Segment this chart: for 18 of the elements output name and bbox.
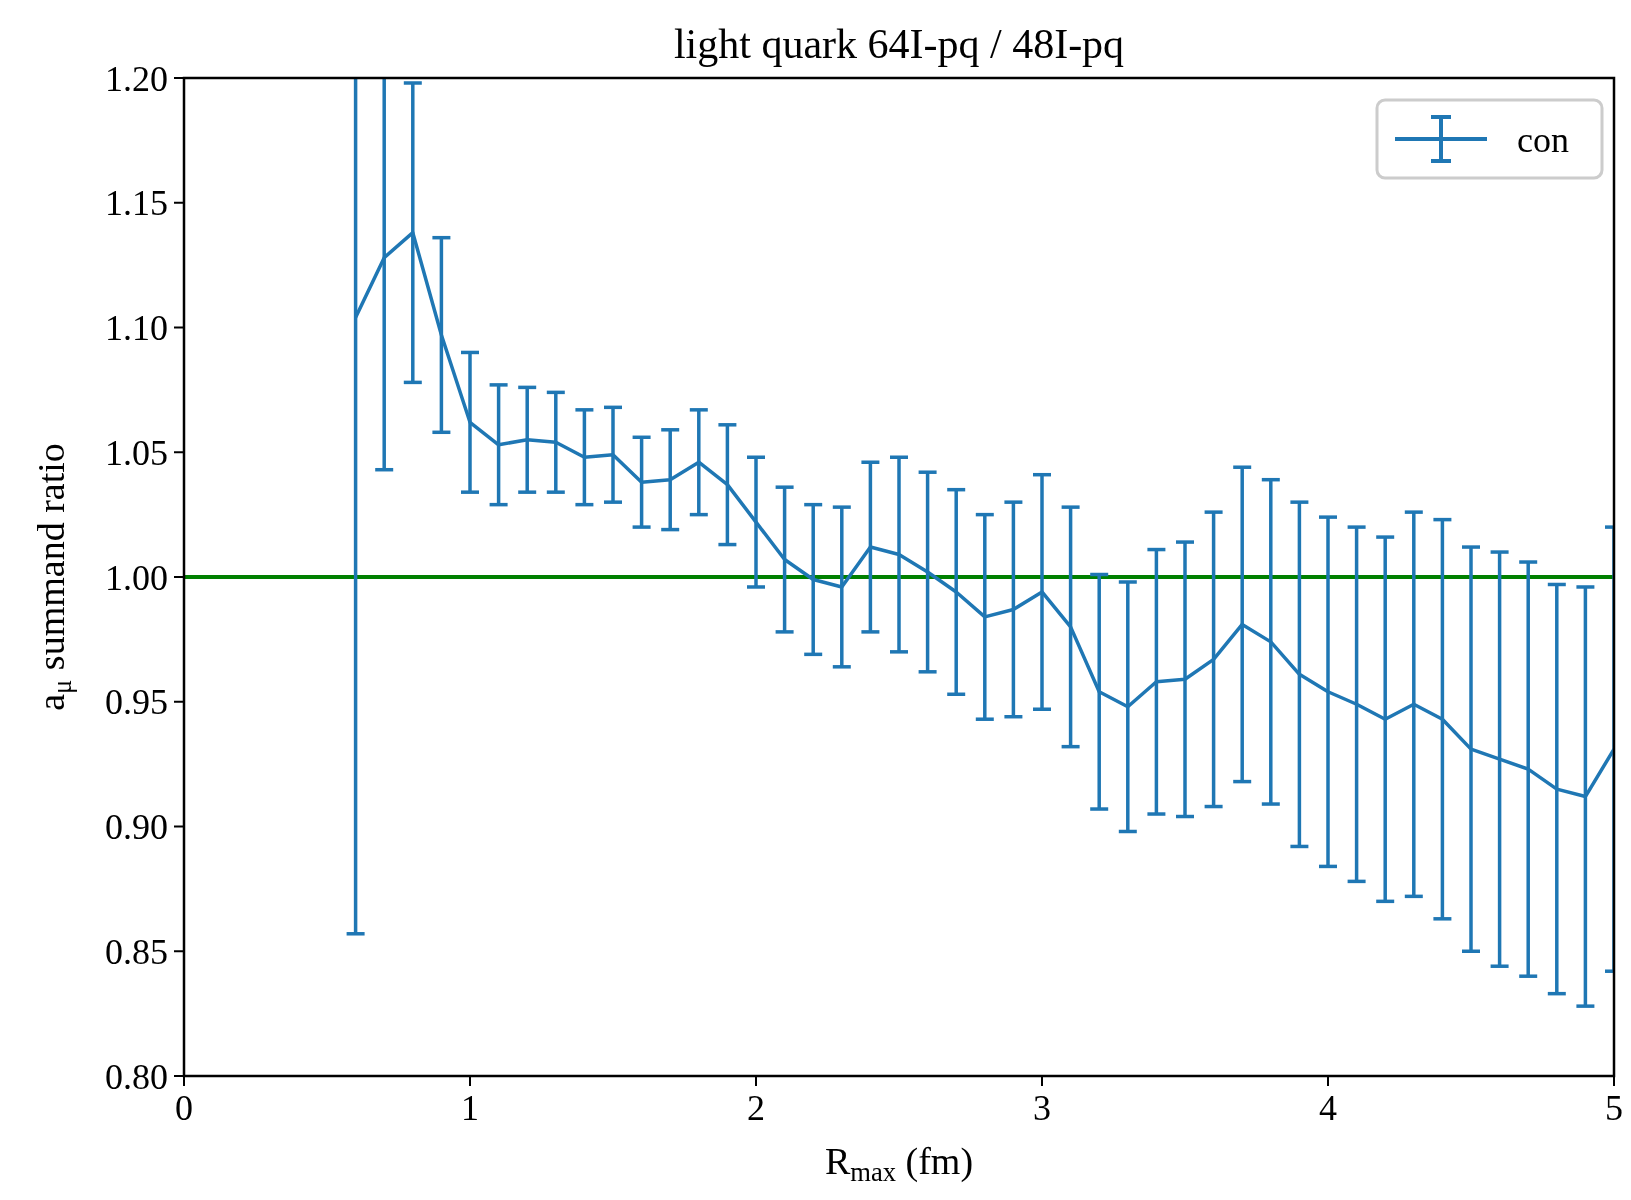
- y-tick-label: 0.90: [105, 807, 168, 848]
- x-tick-label: 4: [1319, 1088, 1337, 1128]
- x-axis-title: R$_{max}$ (fm): [824, 1140, 974, 1187]
- x-tick-label: 0: [175, 1088, 193, 1128]
- y-tick-label: 0.95: [105, 682, 168, 723]
- y-tick-label: 1.20: [105, 58, 168, 99]
- y-tick-label: 1.15: [105, 183, 168, 224]
- y-tick-label: 0.80: [105, 1056, 168, 1097]
- legend-label: con: [1517, 119, 1569, 160]
- x-tick-label: 3: [1033, 1088, 1051, 1128]
- y-tick-label: 1.10: [105, 308, 168, 349]
- y-tick-label: 0.85: [105, 931, 168, 972]
- x-tick-label: 5: [1605, 1088, 1623, 1128]
- chart-title: light quark 64I-pq / 48I-pq: [673, 21, 1125, 67]
- y-tick-label: 1.05: [105, 432, 168, 473]
- x-tick-label: 2: [747, 1088, 765, 1128]
- x-tick-label: 1: [461, 1088, 479, 1128]
- y-tick-label: 1.00: [105, 557, 168, 598]
